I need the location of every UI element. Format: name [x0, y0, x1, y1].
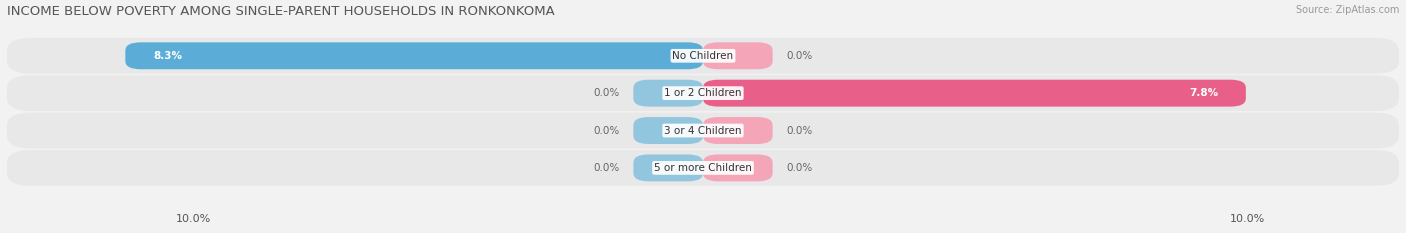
FancyBboxPatch shape — [703, 117, 773, 144]
Text: 0.0%: 0.0% — [786, 126, 813, 136]
Text: 0.0%: 0.0% — [786, 163, 813, 173]
FancyBboxPatch shape — [703, 42, 773, 69]
FancyBboxPatch shape — [633, 154, 703, 181]
FancyBboxPatch shape — [7, 150, 1399, 186]
Text: 3 or 4 Children: 3 or 4 Children — [664, 126, 742, 136]
Text: 8.3%: 8.3% — [153, 51, 183, 61]
Text: 5 or more Children: 5 or more Children — [654, 163, 752, 173]
FancyBboxPatch shape — [633, 80, 703, 107]
FancyBboxPatch shape — [7, 113, 1399, 148]
FancyBboxPatch shape — [7, 75, 1399, 111]
Text: 7.8%: 7.8% — [1189, 88, 1218, 98]
Text: 10.0%: 10.0% — [1230, 214, 1265, 224]
Text: 0.0%: 0.0% — [593, 163, 620, 173]
FancyBboxPatch shape — [703, 154, 773, 181]
Text: Source: ZipAtlas.com: Source: ZipAtlas.com — [1295, 5, 1399, 15]
Text: 10.0%: 10.0% — [176, 214, 211, 224]
FancyBboxPatch shape — [7, 38, 1399, 74]
Text: No Children: No Children — [672, 51, 734, 61]
FancyBboxPatch shape — [703, 80, 1246, 107]
Text: 0.0%: 0.0% — [786, 51, 813, 61]
Text: INCOME BELOW POVERTY AMONG SINGLE-PARENT HOUSEHOLDS IN RONKONKOMA: INCOME BELOW POVERTY AMONG SINGLE-PARENT… — [7, 5, 555, 18]
Text: 0.0%: 0.0% — [593, 88, 620, 98]
FancyBboxPatch shape — [633, 117, 703, 144]
FancyBboxPatch shape — [125, 42, 703, 69]
Text: 0.0%: 0.0% — [593, 126, 620, 136]
Text: 1 or 2 Children: 1 or 2 Children — [664, 88, 742, 98]
